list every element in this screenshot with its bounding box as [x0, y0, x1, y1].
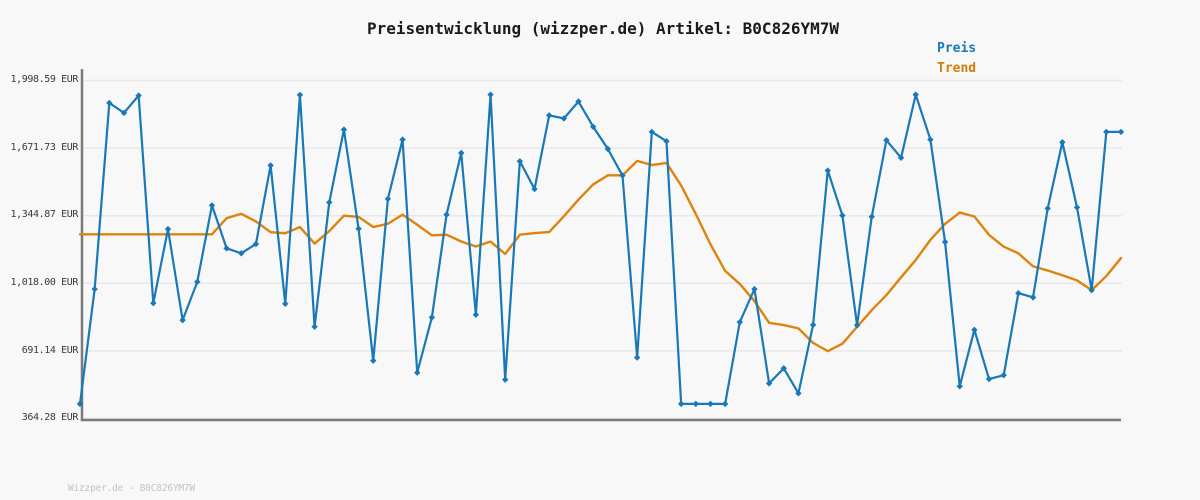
legend-item-trend: Trend: [937, 61, 977, 76]
legend-item-preis: Preis: [937, 41, 977, 56]
y-tick-label: 1,344.87 EUR: [10, 209, 79, 220]
legend: Preis Trend: [937, 39, 976, 79]
watermark: Wizzper.de - B0C826YM7W: [68, 483, 195, 494]
y-tick-label: 1,018.00 EUR: [10, 277, 79, 288]
y-tick-label: 364.28 EUR: [21, 412, 79, 423]
gridlines: [82, 79, 1122, 420]
y-tick-label: 1,671.73 EUR: [10, 142, 79, 153]
y-tick-label: 1,998.59 EUR: [10, 74, 79, 85]
chart-title: Preisentwicklung (wizzper.de) Artikel: B…: [366, 19, 839, 38]
preis-markers: [76, 91, 1125, 408]
preis-line: [78, 93, 1123, 405]
trend-line: [78, 159, 1123, 353]
y-tick-label: 691.14 EUR: [21, 345, 79, 356]
axes: [80, 69, 1121, 422]
